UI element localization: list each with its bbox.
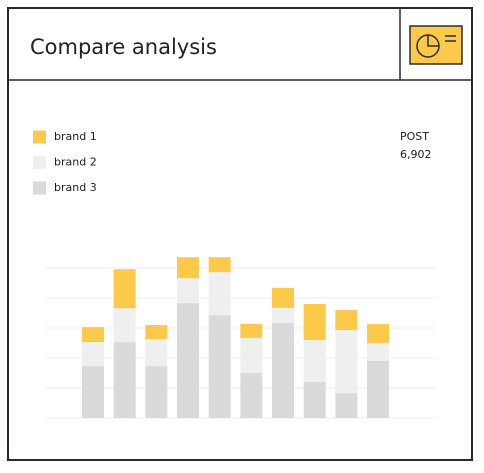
bar-segment <box>82 342 104 367</box>
bar-segment <box>272 287 295 308</box>
bar-segment <box>113 308 136 343</box>
bar-segment <box>113 342 136 418</box>
chart-title: Compare analysis <box>30 35 217 59</box>
stat-label: POST <box>400 130 429 143</box>
bar-segment <box>145 339 168 367</box>
card-border <box>7 7 473 461</box>
legend-label: brand 2 <box>54 156 97 169</box>
bar-segment <box>240 337 263 373</box>
bar-segment <box>177 257 200 279</box>
bar-segment <box>272 322 295 418</box>
bar-segment <box>303 382 326 418</box>
bar-segment <box>177 303 200 418</box>
bar-segment <box>240 373 263 418</box>
bar-segment <box>367 343 390 361</box>
legend-label: brand 1 <box>54 130 97 143</box>
bar-segment <box>335 393 358 418</box>
legend-swatch <box>33 156 46 169</box>
bar-segment <box>303 304 326 340</box>
bar-segment <box>82 366 104 418</box>
bar-segment <box>145 325 168 340</box>
bar-segment <box>367 361 390 418</box>
bar-segment <box>240 323 263 338</box>
bar-segment <box>335 330 358 394</box>
bar-segment <box>208 315 231 418</box>
stat-value: 6,902 <box>400 148 432 161</box>
bar-segment <box>177 278 200 304</box>
bar-segment <box>82 327 104 343</box>
legend-swatch <box>33 181 46 195</box>
bar-segment <box>367 324 390 343</box>
bar-segment <box>208 272 231 316</box>
bar-segment <box>303 340 326 382</box>
chart-icon <box>409 25 463 65</box>
bar-segment <box>113 269 136 309</box>
bar-segment <box>272 307 295 323</box>
bar-segment <box>145 366 168 418</box>
bar-segment <box>208 257 231 273</box>
legend-label: brand 3 <box>54 181 97 194</box>
legend-swatch <box>33 130 46 144</box>
bar-segment <box>335 310 358 331</box>
